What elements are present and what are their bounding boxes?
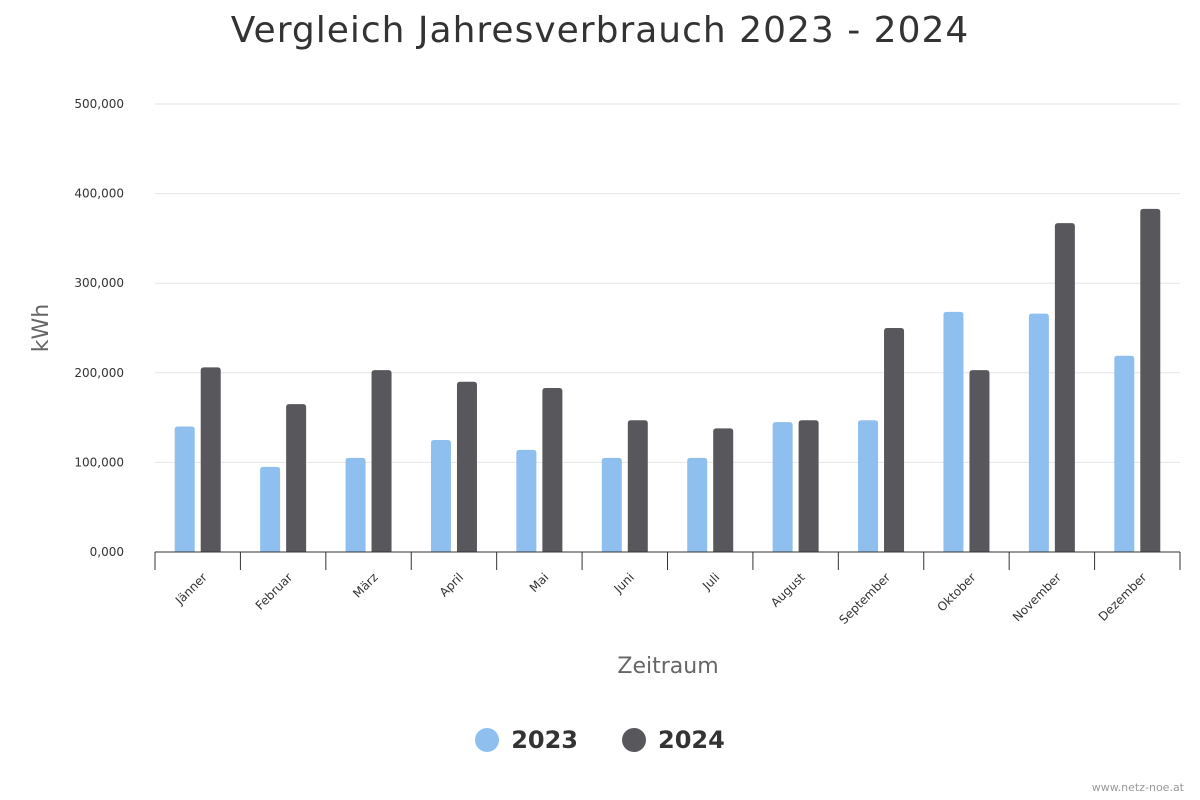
- bar-2024-7[interactable]: [798, 420, 819, 552]
- y-tick-label: 100,000: [74, 455, 124, 469]
- legend: 2023 2024: [0, 726, 1200, 754]
- x-tick-label: April: [437, 570, 466, 599]
- x-tick-label: Jänner: [172, 570, 210, 608]
- bar-2023-0[interactable]: [174, 426, 195, 552]
- legend-item-2023[interactable]: 2023: [475, 726, 578, 754]
- bar-2023-8[interactable]: [858, 420, 879, 552]
- bar-2024-5[interactable]: [627, 420, 648, 552]
- x-tick-label: Mai: [527, 570, 552, 595]
- y-tick-label: 400,000: [74, 187, 124, 201]
- x-tick-label: Oktober: [934, 570, 978, 614]
- bar-2024-3[interactable]: [456, 381, 477, 552]
- bars: [174, 208, 1161, 552]
- chart-title: Vergleich Jahresverbrauch 2023 - 2024: [230, 10, 970, 51]
- x-tick-label: Februar: [253, 570, 296, 613]
- bar-2023-2[interactable]: [345, 457, 366, 552]
- bar-2023-3[interactable]: [430, 440, 451, 552]
- bar-2024-4[interactable]: [542, 388, 563, 552]
- legend-marker-2023: [475, 728, 500, 752]
- y-axis-title: kWh: [29, 304, 54, 352]
- bar-2023-7[interactable]: [772, 422, 793, 552]
- y-tick-label: 0,000: [90, 545, 124, 559]
- bar-2024-1[interactable]: [286, 404, 307, 552]
- x-axis-title: Zeitraum: [617, 654, 718, 679]
- x-axis-ticks: Jänner Februar März April Mai Juni Juli August S…: [172, 570, 1149, 627]
- bar-2023-6[interactable]: [687, 457, 708, 552]
- x-tick-label: August: [768, 570, 808, 610]
- grid-lines: [155, 103, 1180, 463]
- x-tick-label: Dezember: [1096, 570, 1150, 624]
- y-tick-label: 300,000: [74, 276, 124, 290]
- bar-2023-5[interactable]: [601, 457, 622, 552]
- x-axis: [154, 551, 1181, 570]
- bar-2023-10[interactable]: [1028, 313, 1049, 552]
- x-tick-label: Juli: [699, 570, 722, 593]
- credit-text[interactable]: www.netz-noe.at: [1091, 781, 1184, 794]
- y-tick-label: 200,000: [74, 366, 124, 380]
- y-axis-ticks: 0,000 100,000 200,000 300,000 400,000 500,000: [74, 97, 124, 559]
- bar-2024-0[interactable]: [200, 367, 221, 552]
- bar-2024-8[interactable]: [884, 328, 905, 552]
- bar-2024-2[interactable]: [371, 370, 392, 552]
- legend-label-2023: 2023: [511, 726, 578, 754]
- x-tick-label: November: [1010, 570, 1064, 624]
- x-tick-label: September: [836, 570, 893, 627]
- bar-2023-11[interactable]: [1114, 355, 1135, 552]
- bar-2024-6[interactable]: [713, 428, 734, 552]
- bar-2023-9[interactable]: [943, 311, 964, 552]
- legend-label-2024: 2024: [658, 726, 725, 754]
- legend-marker-2024: [622, 728, 646, 752]
- y-tick-label: 500,000: [74, 97, 124, 111]
- x-tick-label: März: [350, 570, 380, 600]
- bar-2024-11[interactable]: [1140, 208, 1161, 552]
- legend-item-2024[interactable]: 2024: [622, 726, 725, 754]
- x-tick-label: Juni: [611, 570, 637, 596]
- bar-2024-9[interactable]: [969, 370, 990, 552]
- bar-2024-10[interactable]: [1054, 223, 1075, 552]
- bar-2023-4[interactable]: [516, 449, 537, 552]
- bar-2023-1[interactable]: [260, 466, 281, 552]
